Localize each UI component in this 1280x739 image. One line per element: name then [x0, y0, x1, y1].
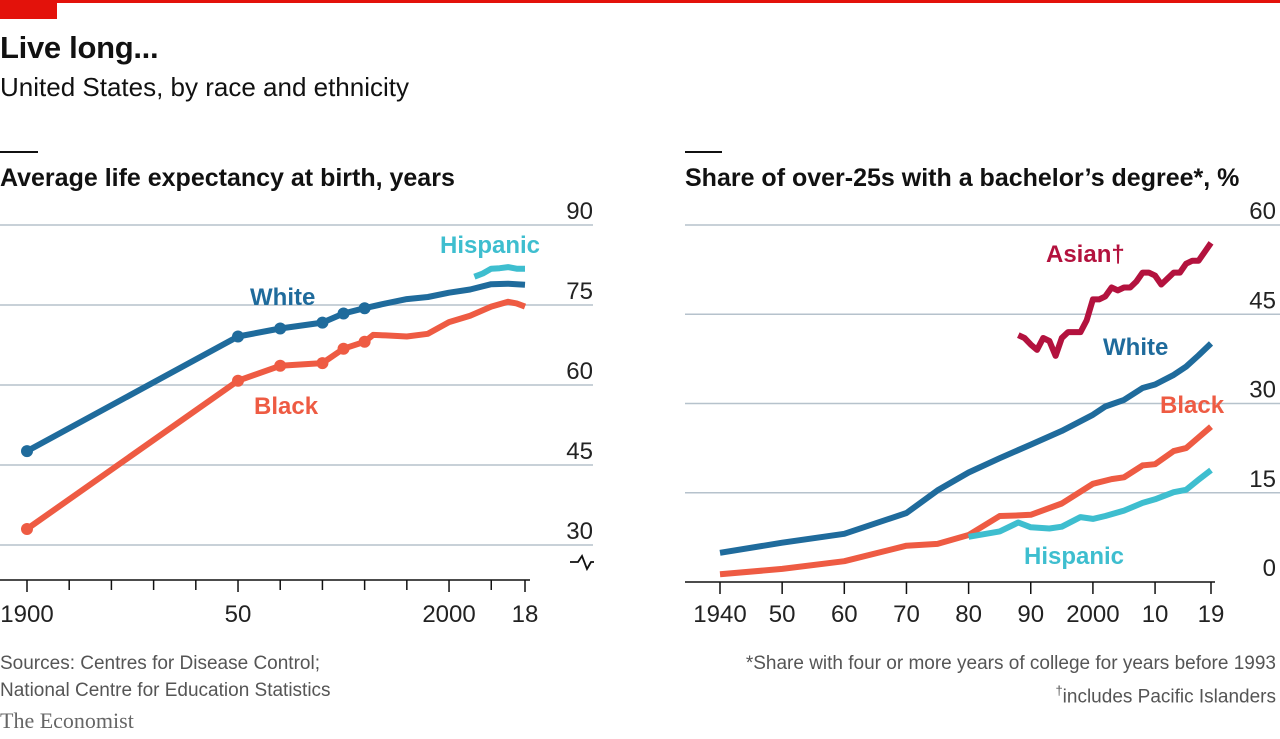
x-tick-label: 2000	[1066, 601, 1119, 628]
sources-line-2: National Centre for Education Statistics	[0, 680, 331, 701]
footnote-pacific-text: includes Pacific Islanders	[1062, 686, 1276, 708]
x-tick-label: 70	[893, 601, 920, 628]
footnote-pacific: †includes Pacific Islanders	[746, 677, 1276, 710]
y-tick-label: 60	[566, 358, 593, 385]
series-line-hispanic	[968, 467, 1213, 540]
data-point-white	[232, 330, 245, 343]
y-tick-label: 75	[566, 278, 593, 305]
sources-note: Sources: Centres for Disease Control; Na…	[0, 650, 331, 704]
series-label-white: White	[1103, 334, 1168, 361]
data-point-white	[358, 302, 371, 315]
series-label-black: Black	[1160, 392, 1225, 419]
dagger-mark: †	[1055, 683, 1063, 698]
series-label-hispanic: Hispanic	[1024, 543, 1124, 570]
bachelors-degree-panel: Share of over-25s with a bachelor’s degr…	[685, 151, 1280, 628]
x-tick-label: 50	[769, 601, 796, 628]
data-point-black	[232, 374, 245, 387]
series-line-asian	[1017, 241, 1214, 359]
series-label-hispanic: Hispanic	[440, 232, 540, 259]
data-point-white	[21, 445, 33, 458]
life-expectancy-series	[21, 264, 527, 535]
axis-break-glyph	[570, 554, 594, 572]
series-line-hispanic	[473, 264, 525, 280]
chart-subtitle: United States, by race and ethnicity	[0, 72, 410, 102]
series-label-asian: Asian†	[1046, 241, 1125, 268]
y-tick-label: 90	[566, 198, 593, 225]
bachelors-degree-series	[719, 241, 1214, 578]
y-tick-label: 30	[566, 518, 593, 545]
x-tick-label: 2000	[422, 601, 475, 628]
series-line-white	[25, 280, 526, 454]
bachelors-degree-y-axis: 0 15 30 45 60	[1249, 198, 1276, 582]
life-expectancy-title: Average life expectancy at birth, years	[0, 164, 455, 192]
x-tick-label: 80	[955, 601, 982, 628]
life-expectancy-gridlines	[0, 224, 593, 546]
footnote-college: *Share with four or more years of colleg…	[745, 653, 1276, 674]
sources-line-1: Sources: Centres for Disease Control;	[0, 653, 320, 674]
y-tick-label: 0	[1263, 555, 1276, 582]
life-expectancy-x-axis: 1900 50 2000 18	[0, 579, 539, 628]
x-tick-label: 18	[512, 601, 539, 628]
data-point-white	[274, 322, 287, 335]
x-tick-label: 60	[831, 601, 858, 628]
x-tick-label: 19	[1198, 601, 1225, 628]
y-tick-label: 15	[1249, 466, 1276, 493]
data-point-black	[337, 342, 350, 355]
series-line-black	[719, 424, 1213, 578]
data-point-black	[358, 335, 371, 348]
series-label-white: White	[250, 284, 315, 311]
bachelors-degree-title: Share of over-25s with a bachelor’s degr…	[685, 164, 1239, 192]
series-line-black	[25, 298, 527, 532]
bachelors-degree-x-axis: 1940 50 60 70 80 90 2000 10 19	[685, 581, 1225, 628]
data-point-black	[21, 523, 33, 535]
series-label-black: Black	[254, 393, 319, 420]
data-point-white	[316, 316, 329, 329]
y-tick-label: 45	[1249, 287, 1276, 314]
x-tick-label: 50	[225, 601, 252, 628]
economist-brand: The Economist	[0, 708, 134, 733]
x-tick-label: 1940	[693, 601, 746, 628]
chart-title: Live long...	[0, 30, 159, 65]
x-tick-label: 1900	[0, 601, 53, 628]
data-point-black	[274, 359, 287, 372]
y-tick-label: 30	[1249, 377, 1276, 404]
data-point-white	[337, 307, 350, 320]
y-tick-label: 60	[1249, 198, 1276, 225]
y-tick-label: 45	[566, 438, 593, 465]
life-expectancy-y-axis: 30 45 60 75 90	[566, 198, 593, 545]
x-tick-label: 90	[1017, 601, 1044, 628]
red-tag-logo-bar	[0, 0, 57, 19]
life-expectancy-panel: Average life expectancy at birth, years …	[0, 151, 594, 628]
top-accent-rule	[0, 0, 1280, 3]
axis-break-icon	[570, 554, 594, 572]
footnotes: *Share with four or more years of colleg…	[746, 650, 1276, 710]
data-point-black	[316, 357, 329, 370]
series-line-white	[719, 341, 1214, 556]
x-tick-label: 10	[1142, 601, 1169, 628]
